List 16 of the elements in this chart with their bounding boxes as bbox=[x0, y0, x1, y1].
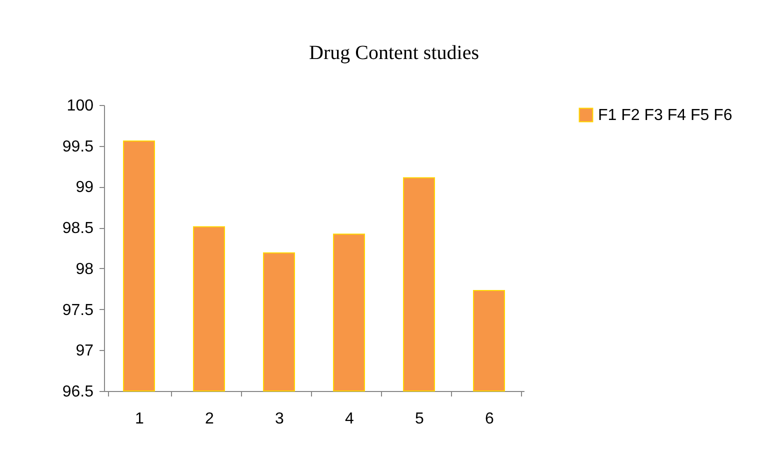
legend-label: F1 F2 F3 F4 F5 F6 bbox=[598, 107, 732, 124]
y-tick-label: 96.5 bbox=[62, 384, 94, 400]
y-tick-label: 98.5 bbox=[62, 220, 94, 238]
x-tick-label: 5 bbox=[415, 410, 424, 428]
y-tick-label: 99 bbox=[76, 179, 94, 196]
y-tick-label: 97.5 bbox=[62, 302, 94, 319]
y-tick-label: 99.5 bbox=[62, 138, 94, 156]
y-tick-label: 100 bbox=[66, 98, 94, 114]
y-tick-label: 98 bbox=[76, 260, 94, 278]
x-tick-label: 2 bbox=[205, 410, 214, 428]
x-tick-label: 6 bbox=[485, 410, 494, 428]
x-tick-label: 3 bbox=[275, 410, 284, 428]
y-tick-label: 97 bbox=[76, 342, 94, 360]
x-tick-label: 1 bbox=[135, 410, 144, 428]
x-tick-label: 4 bbox=[345, 410, 354, 428]
chart-title: Drug Content studies bbox=[309, 42, 480, 64]
